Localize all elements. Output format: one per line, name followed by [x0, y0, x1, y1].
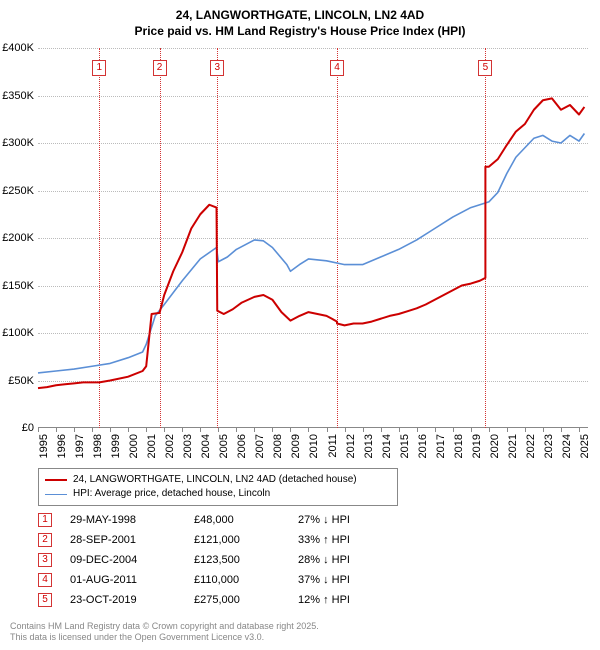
transaction-price: £110,000 [194, 574, 294, 586]
x-tick [435, 428, 436, 432]
x-tick [381, 428, 382, 432]
legend-swatch-price [45, 479, 67, 481]
chart-lines [38, 48, 588, 428]
x-tick [92, 428, 93, 432]
x-tick [543, 428, 544, 432]
chart-container: 24, LANGWORTHGATE, LINCOLN, LN2 4AD Pric… [0, 0, 600, 650]
y-tick-label: £300K [0, 137, 34, 149]
transaction-row: 3 09-DEC-2004 £123,500 28% ↓ HPI [38, 550, 408, 570]
series-price_paid [38, 98, 584, 388]
transaction-pct: 37% ↓ HPI [298, 574, 408, 586]
transaction-price: £123,500 [194, 554, 294, 566]
series-hpi [38, 134, 584, 373]
legend-swatch-hpi [45, 494, 67, 495]
title-line1: 24, LANGWORTHGATE, LINCOLN, LN2 4AD [0, 8, 600, 24]
transaction-num: 2 [38, 533, 52, 547]
x-tick [507, 428, 508, 432]
footer-text: Contains HM Land Registry data © Crown c… [10, 621, 319, 644]
legend-box: 24, LANGWORTHGATE, LINCOLN, LN2 4AD (det… [38, 468, 398, 506]
transaction-num: 5 [38, 593, 52, 607]
x-tick [218, 428, 219, 432]
transaction-pct: 12% ↑ HPI [298, 594, 408, 606]
transaction-pct: 27% ↓ HPI [298, 514, 408, 526]
transaction-price: £121,000 [194, 534, 294, 546]
transaction-num: 4 [38, 573, 52, 587]
y-tick-label: £200K [0, 232, 34, 244]
x-tick [236, 428, 237, 432]
transactions-table: 1 29-MAY-1998 £48,000 27% ↓ HPI 2 28-SEP-2001… [38, 510, 408, 610]
x-tick [327, 428, 328, 432]
y-tick-label: £350K [0, 90, 34, 102]
x-tick [38, 428, 39, 432]
transaction-date: 23-OCT-2019 [70, 594, 190, 606]
x-tick [489, 428, 490, 432]
x-tick [146, 428, 147, 432]
x-tick [525, 428, 526, 432]
transaction-price: £275,000 [194, 594, 294, 606]
y-tick-label: £100K [0, 327, 34, 339]
transaction-num: 1 [38, 513, 52, 527]
x-tick [164, 428, 165, 432]
legend-row-price: 24, LANGWORTHGATE, LINCOLN, LN2 4AD (det… [45, 473, 391, 487]
x-tick [272, 428, 273, 432]
legend-row-hpi: HPI: Average price, detached house, Linc… [45, 487, 391, 501]
y-tick-label: £400K [0, 42, 34, 54]
x-tick [399, 428, 400, 432]
y-tick-label: £250K [0, 185, 34, 197]
x-tick [128, 428, 129, 432]
x-tick [453, 428, 454, 432]
transaction-pct: 33% ↑ HPI [298, 534, 408, 546]
title-line2: Price paid vs. HM Land Registry's House … [0, 24, 600, 40]
x-tick [56, 428, 57, 432]
y-tick-label: £150K [0, 280, 34, 292]
transaction-price: £48,000 [194, 514, 294, 526]
x-tick [345, 428, 346, 432]
y-tick-label: £0 [0, 422, 34, 434]
x-tick [417, 428, 418, 432]
x-tick [110, 428, 111, 432]
transaction-date: 28-SEP-2001 [70, 534, 190, 546]
x-tick-label: 2025 [579, 434, 600, 458]
transaction-num: 3 [38, 553, 52, 567]
x-tick [579, 428, 580, 432]
footer-line2: This data is licensed under the Open Gov… [10, 632, 319, 644]
transaction-row: 4 01-AUG-2011 £110,000 37% ↓ HPI [38, 570, 408, 590]
transaction-date: 01-AUG-2011 [70, 574, 190, 586]
x-tick [308, 428, 309, 432]
plot-area: 12345 [38, 48, 588, 428]
x-tick [182, 428, 183, 432]
x-tick [74, 428, 75, 432]
transaction-pct: 28% ↓ HPI [298, 554, 408, 566]
transaction-date: 29-MAY-1998 [70, 514, 190, 526]
legend-label-price: 24, LANGWORTHGATE, LINCOLN, LN2 4AD (det… [73, 473, 357, 487]
transaction-row: 2 28-SEP-2001 £121,000 33% ↑ HPI [38, 530, 408, 550]
title-block: 24, LANGWORTHGATE, LINCOLN, LN2 4AD Pric… [0, 0, 600, 43]
footer-line1: Contains HM Land Registry data © Crown c… [10, 621, 319, 633]
x-tick [561, 428, 562, 432]
transaction-row: 1 29-MAY-1998 £48,000 27% ↓ HPI [38, 510, 408, 530]
x-tick [290, 428, 291, 432]
y-tick-label: £50K [0, 375, 34, 387]
transaction-row: 5 23-OCT-2019 £275,000 12% ↑ HPI [38, 590, 408, 610]
x-tick [363, 428, 364, 432]
legend-label-hpi: HPI: Average price, detached house, Linc… [73, 487, 270, 501]
x-tick [471, 428, 472, 432]
x-tick [200, 428, 201, 432]
transaction-date: 09-DEC-2004 [70, 554, 190, 566]
x-tick [254, 428, 255, 432]
